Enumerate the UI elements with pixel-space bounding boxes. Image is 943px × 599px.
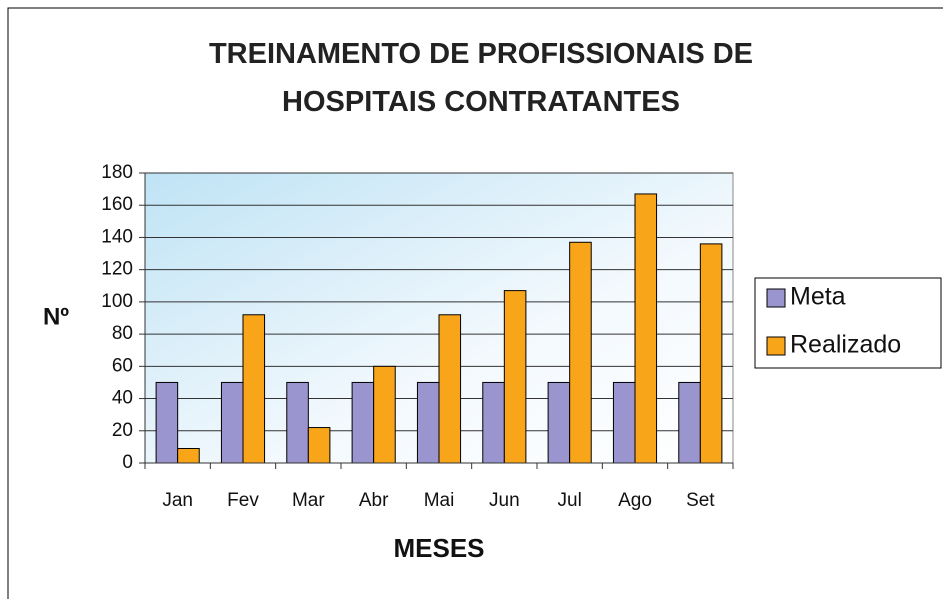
bar bbox=[612, 381, 636, 464]
x-tick-label: Mai bbox=[424, 490, 455, 511]
bar bbox=[307, 427, 331, 464]
legend-label: Meta bbox=[790, 283, 846, 311]
bar bbox=[373, 365, 396, 464]
y-axis-label: Nº bbox=[43, 303, 69, 330]
chart-title: TREINAMENTO DE PROFISSIONAIS DE HOSPITAI… bbox=[208, 38, 754, 118]
x-tick-label: Set bbox=[686, 490, 715, 511]
y-tick-label: 80 bbox=[112, 323, 133, 344]
x-tick-label: Ago bbox=[618, 490, 652, 511]
bar bbox=[503, 290, 527, 464]
y-tick-label: 180 bbox=[101, 162, 133, 183]
frame bbox=[7, 7, 943, 599]
y-tick-label: 20 bbox=[112, 420, 133, 441]
bar bbox=[547, 381, 571, 464]
x-tick-label: Jan bbox=[162, 490, 193, 511]
bar bbox=[155, 381, 179, 464]
x-tick-label: Abr bbox=[359, 490, 389, 511]
x-tick-label: Mar bbox=[292, 490, 325, 511]
y-tick-label: 60 bbox=[112, 355, 133, 376]
x-tick-label: Fev bbox=[227, 490, 259, 511]
bar bbox=[569, 241, 592, 464]
x-tick-label: Jul bbox=[558, 490, 582, 511]
y-tick-label: 100 bbox=[101, 291, 133, 312]
y-tick-label: 40 bbox=[112, 388, 133, 409]
bar bbox=[634, 193, 658, 464]
legend bbox=[754, 277, 942, 369]
y-tick-label: 0 bbox=[122, 452, 133, 473]
bar bbox=[351, 381, 375, 464]
bar bbox=[286, 381, 309, 464]
y-tick-label: 140 bbox=[101, 226, 133, 247]
bar bbox=[678, 381, 701, 464]
y-tick-label: 120 bbox=[101, 259, 133, 280]
bar bbox=[416, 381, 440, 464]
bar bbox=[482, 381, 505, 464]
legend-swatch bbox=[766, 288, 786, 308]
bar bbox=[438, 314, 462, 464]
x-tick-label: Jun bbox=[489, 490, 520, 511]
bar bbox=[220, 381, 244, 464]
bar bbox=[699, 243, 723, 464]
y-tick-label: 160 bbox=[101, 194, 133, 215]
legend-swatch bbox=[766, 336, 786, 356]
x-axis-label: MESES bbox=[393, 533, 484, 563]
bar bbox=[242, 314, 266, 464]
legend-label: Realizado bbox=[790, 331, 901, 359]
bar bbox=[177, 448, 200, 464]
